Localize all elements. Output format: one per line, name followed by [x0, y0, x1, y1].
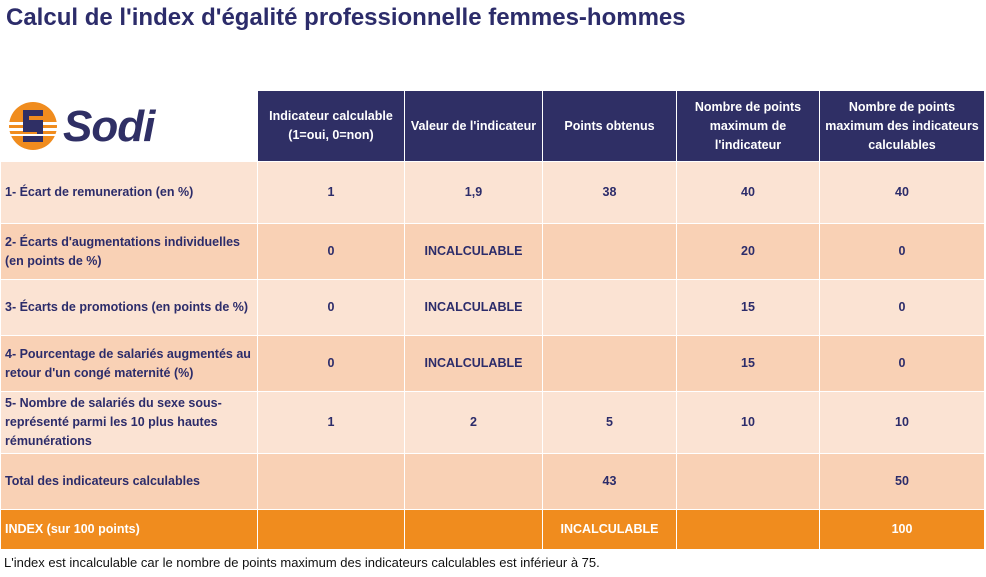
cell-max-calculables: 10 — [819, 391, 985, 454]
total-calculable — [257, 453, 405, 510]
row-label: 4- Pourcentage de salariés augmentés au … — [0, 335, 258, 392]
row-label: 2- Écarts d'augmentations individuelles … — [0, 223, 258, 280]
cell-max-indicateur: 10 — [676, 391, 820, 454]
index-table: Sodi Indicateur calculable (1=oui, 0=non… — [0, 90, 985, 550]
row-label: 5- Nombre de salariés du sexe sous-repré… — [0, 391, 258, 454]
cell-valeur: INCALCULABLE — [404, 279, 543, 336]
total-valeur — [404, 453, 543, 510]
cell-valeur: INCALCULABLE — [404, 223, 543, 280]
index-max-indicateur — [676, 509, 820, 550]
cell-calculable: 0 — [257, 223, 405, 280]
header-points: Points obtenus — [542, 90, 677, 162]
table-row: 2- Écarts d'augmentations individuelles … — [0, 223, 985, 280]
table-row: 4- Pourcentage de salariés augmentés au … — [0, 335, 985, 392]
cell-points: 38 — [542, 161, 677, 224]
cell-points: 5 — [542, 391, 677, 454]
cell-max-calculables: 0 — [819, 279, 985, 336]
cell-valeur: 1,9 — [404, 161, 543, 224]
cell-max-indicateur: 20 — [676, 223, 820, 280]
cell-calculable: 0 — [257, 279, 405, 336]
table-row: 1- Écart de remuneration (en %) 1 1,9 38… — [0, 161, 985, 224]
index-valeur — [404, 509, 543, 550]
index-max-calculables: 100 — [819, 509, 985, 550]
cell-calculable: 1 — [257, 161, 405, 224]
total-label: Total des indicateurs calculables — [0, 453, 258, 510]
cell-max-calculables: 40 — [819, 161, 985, 224]
cell-max-indicateur: 40 — [676, 161, 820, 224]
cell-max-indicateur: 15 — [676, 279, 820, 336]
row-label: 1- Écart de remuneration (en %) — [0, 161, 258, 224]
logo-text: Sodi — [63, 101, 155, 151]
footnote: L'index est incalculable car le nombre d… — [4, 555, 600, 570]
index-calculable — [257, 509, 405, 550]
table-row: 3- Écarts de promotions (en points de %)… — [0, 279, 985, 336]
cell-max-calculables: 0 — [819, 223, 985, 280]
cell-calculable: 0 — [257, 335, 405, 392]
sodi-logo: Sodi — [7, 100, 253, 152]
index-label: INDEX (sur 100 points) — [0, 509, 258, 550]
header-max-indicateur: Nombre de points maximum de l'indicateur — [676, 90, 820, 162]
cell-calculable: 1 — [257, 391, 405, 454]
sodi-logo-icon — [9, 102, 57, 150]
logo-cell: Sodi — [0, 90, 258, 162]
header-calculable: Indicateur calculable (1=oui, 0=non) — [257, 90, 405, 162]
page-title: Calcul de l'index d'égalité professionne… — [6, 4, 686, 31]
table-row: 5- Nombre de salariés du sexe sous-repré… — [0, 391, 985, 454]
cell-max-indicateur: 15 — [676, 335, 820, 392]
cell-max-calculables: 0 — [819, 335, 985, 392]
header-valeur: Valeur de l'indicateur — [404, 90, 543, 162]
header-max-calculables: Nombre de points maximum des indicateurs… — [819, 90, 985, 162]
index-points: INCALCULABLE — [542, 509, 677, 550]
header-row: Sodi Indicateur calculable (1=oui, 0=non… — [0, 90, 985, 162]
cell-points — [542, 279, 677, 336]
cell-valeur: 2 — [404, 391, 543, 454]
total-points: 43 — [542, 453, 677, 510]
cell-points — [542, 335, 677, 392]
total-max-indicateur — [676, 453, 820, 510]
total-row: Total des indicateurs calculables 43 50 — [0, 453, 985, 510]
cell-valeur: INCALCULABLE — [404, 335, 543, 392]
total-max-calculables: 50 — [819, 453, 985, 510]
row-label: 3- Écarts de promotions (en points de %) — [0, 279, 258, 336]
cell-points — [542, 223, 677, 280]
index-row: INDEX (sur 100 points) INCALCULABLE 100 — [0, 509, 985, 550]
